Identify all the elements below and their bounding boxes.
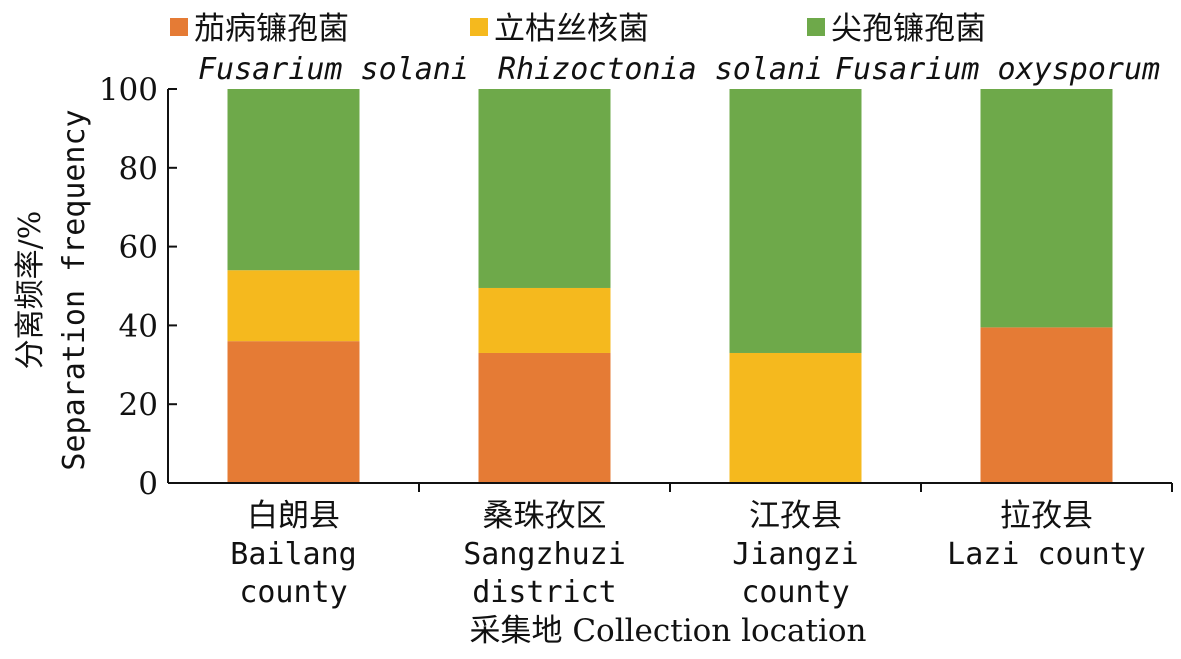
legend-swatch bbox=[470, 18, 488, 36]
bar-segment bbox=[980, 327, 1113, 483]
legend-label-cn: 立枯丝核菌 bbox=[494, 11, 649, 47]
legend-label-cn: 尖孢镰孢菌 bbox=[831, 11, 986, 47]
legend-swatch bbox=[807, 18, 825, 36]
x-tick-label-en: county bbox=[239, 575, 347, 610]
y-axis-label-en: Separation frequency bbox=[57, 109, 92, 470]
bar-segment bbox=[980, 89, 1113, 328]
bar-segment bbox=[227, 270, 360, 342]
x-tick-label-cn: 江孜县 bbox=[749, 498, 842, 534]
bar-area bbox=[227, 89, 1113, 483]
y-tick-label: 20 bbox=[119, 387, 158, 423]
bar-segment bbox=[478, 89, 611, 288]
bar-segment bbox=[478, 352, 611, 483]
y-tick-label: 60 bbox=[119, 230, 158, 266]
x-tick-label-en: Sangzhuzi bbox=[463, 537, 626, 572]
bar-segment bbox=[478, 287, 611, 353]
y-tick-label: 80 bbox=[119, 151, 158, 187]
x-tick-label-en: district bbox=[472, 575, 617, 610]
y-tick-label: 40 bbox=[119, 308, 158, 344]
x-axis-label: 采集地 Collection location bbox=[469, 613, 866, 649]
x-tick-label-cn: 桑珠孜区 bbox=[483, 498, 607, 534]
x-tick-label-en: Lazi county bbox=[947, 537, 1146, 572]
x-tick-label-cn: 拉孜县 bbox=[1000, 498, 1093, 534]
x-tick-label-cn: 白朗县 bbox=[247, 498, 340, 534]
y-axis-label: 分离频率/% Separation frequency bbox=[13, 109, 92, 470]
bar-segment bbox=[227, 89, 360, 271]
bar-segment bbox=[729, 352, 862, 483]
legend-label-cn: 茄病镰孢菌 bbox=[194, 11, 349, 47]
y-tick-label: 0 bbox=[138, 466, 158, 502]
legend-label-en: Fusarium oxysporum bbox=[835, 52, 1160, 87]
legend-label-en: Rhizoctonia solani bbox=[498, 52, 823, 87]
x-tick-label-en: Jiangzi bbox=[732, 537, 858, 572]
bar-segment bbox=[227, 341, 360, 483]
x-tick-label-en: Bailang bbox=[230, 537, 356, 572]
x-tick-label-en: county bbox=[741, 575, 849, 610]
y-tick-label: 100 bbox=[99, 72, 158, 108]
bar-segment bbox=[729, 89, 862, 353]
y-axis-label-cn: 分离频率/% bbox=[13, 211, 48, 370]
legend-label-en: Fusarium solani bbox=[198, 52, 469, 87]
axes: 白朗县Bailangcounty桑珠孜区Sangzhuzidistrict江孜县… bbox=[99, 72, 1173, 610]
legend: 茄病镰孢菌 Fusarium solani 立枯丝核菌 Rhizoctonia sol… bbox=[170, 11, 1160, 87]
legend-swatch bbox=[170, 18, 188, 36]
